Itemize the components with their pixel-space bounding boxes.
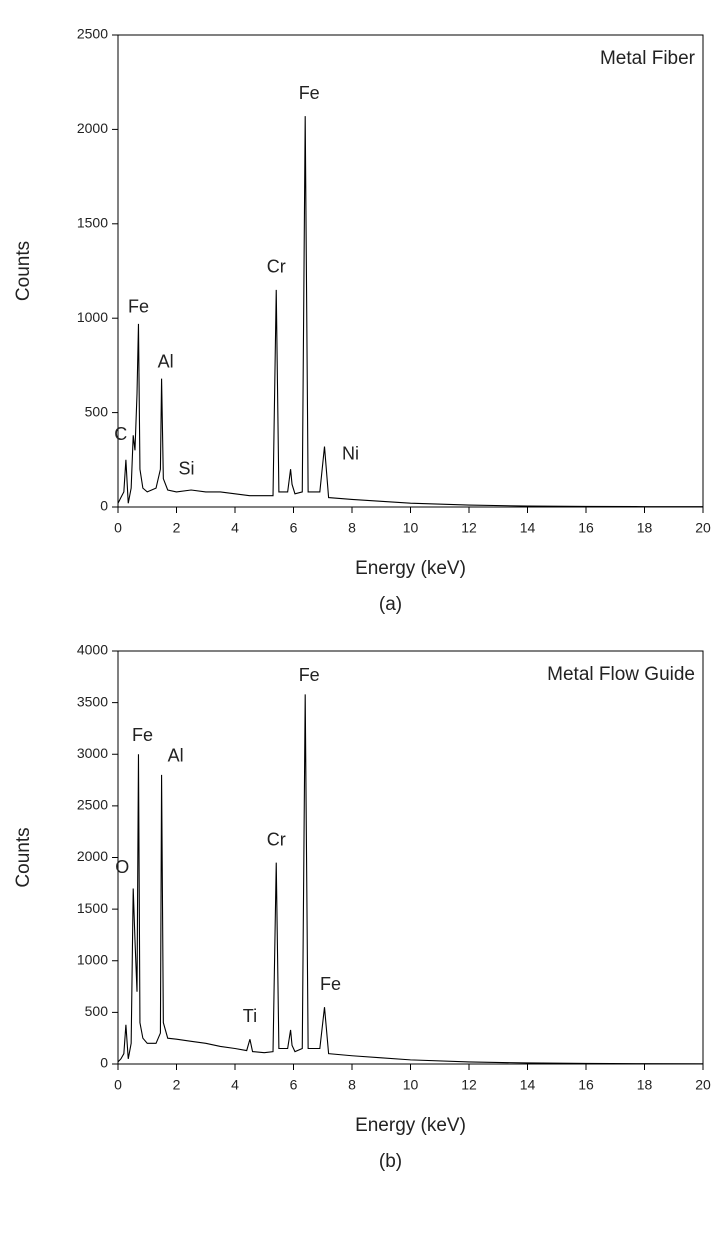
y-tick-label: 2000 <box>77 120 108 136</box>
x-tick-label: 18 <box>637 1077 653 1093</box>
y-tick-label: 500 <box>85 403 109 419</box>
peak-label: Si <box>178 459 194 479</box>
peak-label: Cr <box>267 829 286 849</box>
y-tick-label: 2500 <box>77 26 108 42</box>
spectrum-line <box>118 694 703 1063</box>
x-tick-label: 6 <box>290 520 298 536</box>
x-tick-label: 10 <box>403 1077 419 1093</box>
x-tick-label: 12 <box>461 1077 477 1093</box>
y-tick-label: 3500 <box>77 693 108 709</box>
x-axis-label: Energy (keV) <box>355 1115 466 1136</box>
x-tick-label: 0 <box>114 1077 122 1093</box>
x-tick-label: 4 <box>231 1077 239 1093</box>
x-tick-label: 6 <box>290 1077 298 1093</box>
y-tick-label: 1000 <box>77 951 108 967</box>
caption: (b) <box>379 1151 402 1172</box>
x-tick-label: 10 <box>403 520 419 536</box>
peak-label: Fe <box>299 83 320 103</box>
peak-label: Ni <box>342 443 359 463</box>
x-tick-label: 0 <box>114 520 122 536</box>
y-tick-label: 3000 <box>77 745 108 761</box>
x-tick-label: 18 <box>637 520 653 536</box>
peak-label: Fe <box>320 974 341 994</box>
x-tick-label: 8 <box>348 520 356 536</box>
y-tick-label: 1500 <box>77 215 108 231</box>
y-tick-label: 1500 <box>77 900 108 916</box>
chart-title: Metal Flow Guide <box>547 664 695 685</box>
x-axis-label: Energy (keV) <box>355 558 466 579</box>
x-tick-label: 8 <box>348 1077 356 1093</box>
peak-label: Cr <box>267 257 286 277</box>
chart-title: Metal Fiber <box>600 48 696 69</box>
x-tick-label: 14 <box>520 1077 536 1093</box>
x-tick-label: 16 <box>578 1077 594 1093</box>
caption: (a) <box>379 594 402 615</box>
peak-label: Fe <box>132 725 153 745</box>
x-tick-label: 14 <box>520 520 536 536</box>
figure: 0500100015002000250002468101214161820Met… <box>0 0 713 1244</box>
y-tick-label: 500 <box>85 1003 109 1019</box>
x-tick-label: 20 <box>695 1077 711 1093</box>
plot-frame <box>118 35 703 507</box>
y-tick-label: 0 <box>100 1055 108 1071</box>
y-tick-label: 1000 <box>77 309 108 325</box>
peak-label: C <box>114 424 127 444</box>
x-tick-label: 16 <box>578 520 594 536</box>
x-tick-label: 20 <box>695 520 711 536</box>
x-tick-label: 2 <box>173 520 181 536</box>
x-tick-label: 12 <box>461 520 477 536</box>
spectrum-line <box>118 116 703 506</box>
y-tick-label: 2000 <box>77 848 108 864</box>
x-tick-label: 2 <box>173 1077 181 1093</box>
y-tick-label: 4000 <box>77 642 108 658</box>
peak-label: Ti <box>243 1006 257 1026</box>
y-axis-label: Counts <box>13 241 34 301</box>
peak-label: Fe <box>128 297 149 317</box>
y-tick-label: 0 <box>100 498 108 514</box>
peak-label: Fe <box>299 665 320 685</box>
y-axis-label: Counts <box>13 827 34 887</box>
peak-label: O <box>115 857 129 877</box>
plot-frame <box>118 651 703 1064</box>
x-tick-label: 4 <box>231 520 239 536</box>
peak-label: Al <box>168 746 184 766</box>
y-tick-label: 2500 <box>77 797 108 813</box>
page: 0500100015002000250002468101214161820Met… <box>0 0 713 1244</box>
peak-label: Al <box>158 351 174 371</box>
